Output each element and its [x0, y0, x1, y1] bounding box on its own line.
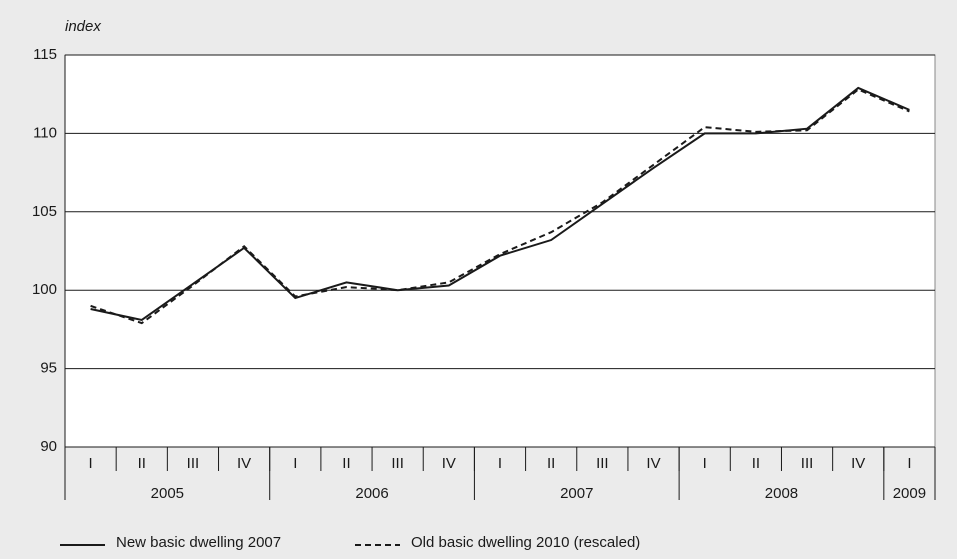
group-label: 2009 — [893, 485, 926, 502]
x-tick-label: I — [89, 455, 93, 472]
x-tick-label: I — [907, 455, 911, 472]
x-tick-label: II — [547, 455, 555, 472]
y-axis-label: index — [65, 18, 101, 35]
x-tick-label: I — [498, 455, 502, 472]
group-label: 2006 — [355, 485, 388, 502]
x-tick-label: III — [801, 455, 814, 472]
group-label: 2007 — [560, 485, 593, 502]
group-label: 2005 — [151, 485, 184, 502]
x-tick-label: II — [752, 455, 760, 472]
plot-area — [64, 54, 936, 448]
y-tick-label: 90 — [40, 438, 57, 455]
y-tick-label: 95 — [40, 360, 57, 377]
x-tick-label: III — [596, 455, 609, 472]
y-tick-label: 110 — [33, 124, 57, 141]
x-tick-label: IV — [851, 455, 865, 472]
x-tick-label: I — [703, 455, 707, 472]
x-tick-label: IV — [442, 455, 456, 472]
group-label: 2008 — [765, 485, 798, 502]
x-tick-label: III — [391, 455, 404, 472]
x-tick-label: IV — [646, 455, 660, 472]
legend-label: New basic dwelling 2007 — [116, 534, 281, 551]
series-line — [90, 88, 910, 325]
x-tick-label: IV — [237, 455, 251, 472]
x-tick-label: II — [342, 455, 350, 472]
y-tick-label: 115 — [33, 46, 57, 63]
x-tick-label: III — [187, 455, 200, 472]
y-tick-label: 105 — [32, 203, 57, 220]
legend-label: Old basic dwelling 2010 (rescaled) — [411, 534, 640, 551]
y-tick-label: 100 — [32, 281, 57, 298]
x-tick-label: II — [138, 455, 146, 472]
x-tick-label: I — [293, 455, 297, 472]
